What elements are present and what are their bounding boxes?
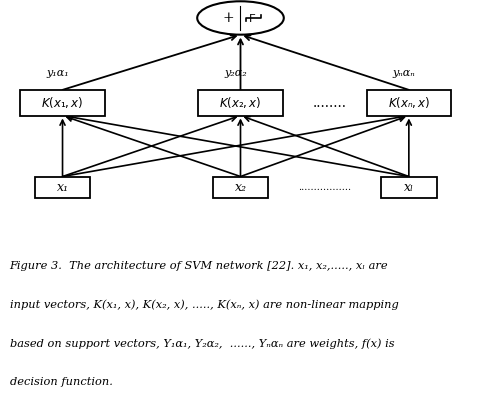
Text: .................: ................. <box>298 183 350 192</box>
Text: decision function.: decision function. <box>10 377 112 387</box>
FancyBboxPatch shape <box>35 177 90 198</box>
FancyBboxPatch shape <box>21 90 105 116</box>
Text: y₁α₁: y₁α₁ <box>46 68 69 78</box>
Text: x₂: x₂ <box>234 181 246 194</box>
Text: Figure 3.  The architecture of SVM network [22]. x₁, x₂,....., xₗ are: Figure 3. The architecture of SVM networ… <box>10 261 387 271</box>
Text: +: + <box>222 11 234 25</box>
Text: y₂α₂: y₂α₂ <box>224 68 247 78</box>
Text: xₗ: xₗ <box>403 181 413 194</box>
Text: $K(x₁,x)$: $K(x₁,x)$ <box>41 95 84 110</box>
FancyBboxPatch shape <box>198 90 282 116</box>
Text: $\Gamma$: $\Gamma$ <box>248 12 256 24</box>
Ellipse shape <box>197 1 283 35</box>
Text: based on support vectors, Y₁α₁, Y₂α₂,  ......, Yₙαₙ are weights, f(x) is: based on support vectors, Y₁α₁, Y₂α₂, ..… <box>10 338 394 349</box>
FancyBboxPatch shape <box>366 90 450 116</box>
Text: x₁: x₁ <box>57 181 68 194</box>
FancyBboxPatch shape <box>212 177 268 198</box>
Text: yₙαₙ: yₙαₙ <box>392 68 415 78</box>
Text: input vectors, K(x₁, x), K(x₂, x), ....., K(xₙ, x) are non-linear mapping: input vectors, K(x₁, x), K(x₂, x), .....… <box>10 299 397 310</box>
Text: $K(xₙ,x)$: $K(xₙ,x)$ <box>387 95 429 110</box>
Text: $K(x₂,x)$: $K(x₂,x)$ <box>219 95 261 110</box>
FancyBboxPatch shape <box>380 177 436 198</box>
Text: ........: ........ <box>312 96 346 110</box>
